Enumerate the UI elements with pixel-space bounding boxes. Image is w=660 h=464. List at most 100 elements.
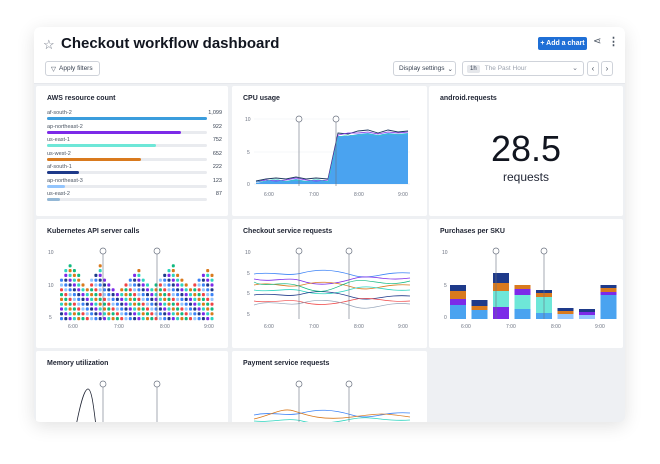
k8s-mark [171,317,175,321]
k8s-mark [64,278,68,282]
k8s-mark [150,288,154,292]
k8s-mark [68,297,72,301]
payment-requests-panel[interactable]: Payment service requests [232,351,427,422]
k8s-mark [60,317,63,321]
aws-bar-track [47,130,207,134]
sku-bar-segment [600,285,617,288]
x-tick: 8:00 [160,324,170,330]
k8s-mark [107,307,111,311]
k8s-mark [68,302,72,306]
aws-bar-track [47,171,207,174]
memory-utilization-panel[interactable]: Memory utilization [36,351,228,422]
x-tick: 9:00 [398,324,408,330]
k8s-mark [124,288,128,292]
k8s-mark [124,307,128,311]
checkout-requests-panel[interactable]: Checkout service requests 10 5 5 5 6:00 … [232,219,427,348]
k8s-mark [201,278,205,282]
k8s-mark [94,288,98,292]
time-badge: 1h [467,64,480,73]
k8s-mark [201,307,205,311]
x-tick: 7:00 [114,324,124,330]
k8s-mark [128,307,132,311]
k8s-mark [72,312,76,316]
x-tick: 8:00 [551,324,561,330]
k8s-mark [115,307,119,311]
sku-bar-segment [450,305,466,319]
k8s-mark [94,283,98,287]
k8s-mark [141,283,145,287]
k8s-mark [72,269,76,273]
k8s-mark [85,312,89,316]
k8s-mark [210,293,214,297]
k8s-mark [167,278,171,282]
k8s-mark [137,317,141,321]
k8s-mark [176,288,180,292]
k8s-mark [68,312,72,316]
aws-resource-panel[interactable]: AWS resource count af-south-2 1,099 ap-nor… [36,86,228,216]
share-icon[interactable]: ⋖ [593,36,602,47]
k8s-mark [77,297,81,301]
k8s-mark [193,293,197,297]
cpu-usage-chart [254,115,410,186]
k8s-mark [107,312,111,316]
dashboard-header: ☆ Checkout workflow dashboard + Add a ch… [34,27,625,84]
panel-title: Purchases per SKU [440,228,505,235]
k8s-mark [81,302,85,306]
k8s-mark [124,302,128,306]
more-icon[interactable]: ⋮ [608,36,619,48]
k8s-mark [120,288,124,292]
k8s-mark [184,312,188,316]
k8s-mark [90,283,94,287]
k8s-mark [124,297,128,301]
x-tick: 9:00 [595,324,605,330]
k8s-mark [81,307,85,311]
k8s-mark [158,312,162,316]
k8s-mark [111,297,115,301]
star-icon[interactable]: ☆ [43,37,55,52]
k8s-mark [120,293,124,297]
aws-region-value: 123 [212,177,222,184]
panel-title: Kubernetes API server calls [47,228,140,235]
k8s-mark [184,297,188,301]
k8s-mark [94,278,98,282]
k8s-mark [90,307,94,311]
time-range-select[interactable]: 1h The Past Hour ⌄ [462,61,584,76]
k8s-mark [98,288,102,292]
k8s-mark [206,297,210,301]
add-chart-button[interactable]: + Add a chart [538,37,587,50]
k8s-mark [210,312,214,316]
display-settings-select[interactable]: Display settings ⌄ [393,61,456,76]
cpu-usage-panel[interactable]: CPU usage 10 5 0 6:00 7:00 8:00 9:00 [232,86,427,216]
k8s-mark [184,317,188,321]
k8s-mark [81,297,85,301]
k8s-mark [137,278,141,282]
k8s-mark [107,302,111,306]
k8s-mark [68,273,72,277]
k8s-mark [81,317,85,321]
kubernetes-api-panel[interactable]: Kubernetes API server calls 10 10 5 6:00… [36,219,228,348]
chevron-left-icon[interactable]: ‹ [587,61,599,76]
sku-bar-segment [493,307,509,319]
k8s-mark [90,312,94,316]
aws-bar-fill [47,171,79,174]
k8s-mark [167,293,171,297]
k8s-mark [158,302,162,306]
k8s-mark [163,307,167,311]
purchases-sku-panel[interactable]: Purchases per SKU 10 5 0 6:00 7:00 8:00 … [429,219,623,348]
aws-bar-fill [47,130,182,134]
sku-bar-segment [579,315,595,319]
k8s-mark [72,288,76,292]
k8s-mark [133,283,137,287]
k8s-mark [171,293,175,297]
k8s-mark [171,288,175,292]
k8s-mark [115,293,119,297]
android-requests-panel[interactable]: android.requests 28.5 requests [429,86,623,216]
k8s-mark [146,302,149,306]
k8s-mark [120,297,124,301]
k8s-mark [163,278,167,282]
x-tick: 7:00 [309,324,319,330]
sku-bar-segment [450,285,466,291]
sku-bar-segment [557,314,574,319]
chevron-right-icon[interactable]: › [601,61,613,76]
apply-filters-button[interactable]: ▽ Apply filters [45,61,100,76]
